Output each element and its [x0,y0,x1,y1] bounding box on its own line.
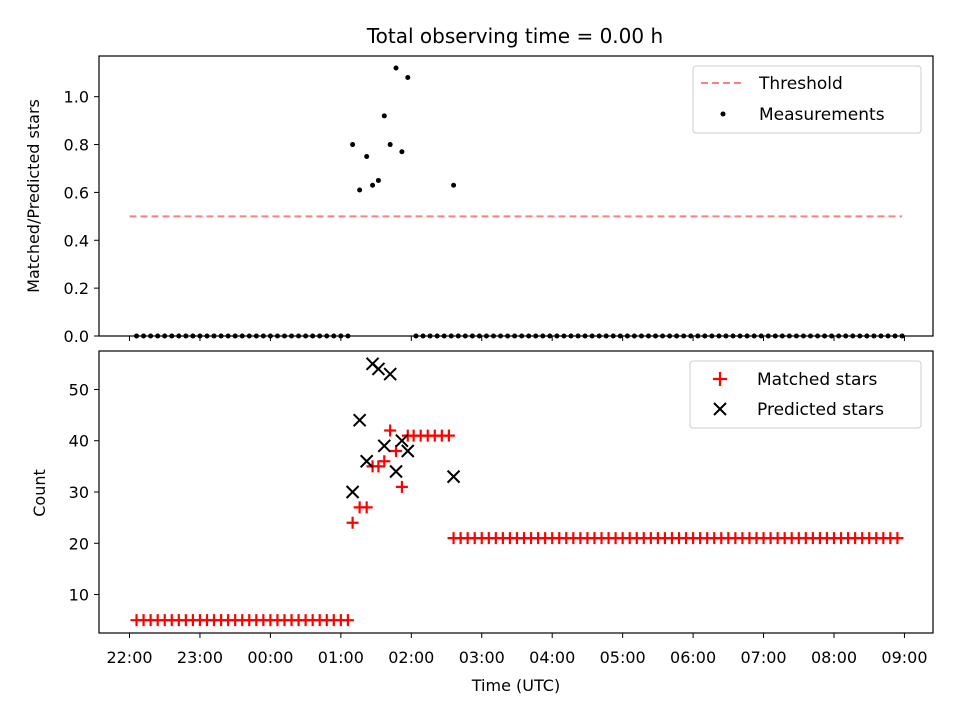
predicted-point [383,367,397,381]
x-tick-label: 06:00 [670,648,716,667]
count-y-tick-label: 50 [69,380,89,399]
predicted-point [352,413,367,427]
matched-point [390,444,403,457]
ratio-y-tick-label: 0.0 [64,327,89,346]
x-tick-label: 02:00 [388,648,434,667]
matched-point [346,516,359,529]
count-y-axis-label: Count [30,469,49,517]
ratio-y-tick-label: 0.8 [64,136,89,155]
matched-point [378,455,391,468]
ratio-x-ticks [129,336,905,341]
ratio-legend: Threshold Measurements [692,65,922,134]
x-tick-label: 09:00 [881,648,927,667]
matched-point [395,480,408,493]
measurement-point [451,182,457,188]
measurement-point [364,154,370,160]
count-y-tick-label: 10 [69,586,89,605]
x-tick-label: 04:00 [529,648,575,667]
matched-legend-swatch [713,372,727,386]
measurement-point [399,149,405,155]
matched-point [442,429,455,442]
threshold-legend-label: Threshold [758,74,843,94]
count-y-tick-label: 30 [69,483,89,502]
ratio-y-ticks: 0.0 0.2 0.4 0.6 0.8 1.0 [64,88,99,346]
predicted-point [359,454,374,468]
count-y-ticks: 10 20 30 40 50 [69,380,99,605]
predicted-point [377,439,392,453]
measurements-legend-swatch [720,111,726,117]
measurement-point [381,113,387,119]
ratio-axes-frame [98,55,934,337]
matched-point [341,614,354,627]
x-tick-label: 22:00 [106,648,152,667]
panel-count: 10 20 30 40 50 22:00 23:00 00:00 01:00 02:00 03:0… [30,350,934,695]
x-axis-label: Time (UTC) [471,676,560,695]
predicted-legend-label: Predicted stars [757,400,884,420]
matched-legend-label: Matched stars [757,370,877,390]
ratio-y-axis-label: Matched/Predicted stars [24,99,43,293]
predicted-point [389,464,403,479]
measurement-point [350,142,356,148]
measurement-point [405,75,411,81]
measurement-point [393,65,399,71]
predicted-legend-swatch [713,402,727,416]
ratio-y-tick-label: 0.6 [64,183,89,202]
predicted-point [345,485,360,499]
count-y-tick-label: 20 [69,534,89,553]
x-tick-label: 23:00 [177,648,223,667]
ratio-y-tick-label: 1.0 [64,88,89,107]
x-tick-label: 07:00 [740,648,786,667]
count-y-tick-label: 40 [69,432,89,451]
measurement-point [375,177,381,183]
figure-title: Total observing time = 0.00 h [366,24,663,48]
matched-point [891,532,904,545]
count-legend-frame [689,360,922,429]
ratio-legend-frame [692,65,922,134]
measurements-legend-label: Measurements [759,105,885,125]
panel-ratio: 0.0 0.2 0.4 0.6 0.8 1.0 Matched/Predicted sta… [24,55,934,346]
predicted-point [401,444,415,458]
count-legend: Matched stars Predicted stars [689,360,922,429]
measurement-point [357,187,363,193]
ratio-y-tick-label: 0.2 [64,279,89,298]
predicted-point [395,434,409,448]
measurement-point [370,182,376,188]
count-x-ticks: 22:00 23:00 00:00 01:00 02:00 03:00 04:00 05:00… [106,633,928,667]
predicted-point [446,469,461,484]
ratio-y-tick-label: 0.4 [64,231,89,250]
count-plot-area [130,357,904,627]
predicted-point [371,362,386,376]
measurement-point [387,142,393,148]
x-tick-label: 05:00 [600,648,646,667]
matched-point [384,424,397,437]
x-tick-label: 08:00 [811,648,857,667]
x-tick-label: 00:00 [247,648,293,667]
matched-point [372,460,385,473]
x-tick-label: 03:00 [459,648,505,667]
matched-point [360,501,373,514]
x-tick-label: 01:00 [318,648,364,667]
